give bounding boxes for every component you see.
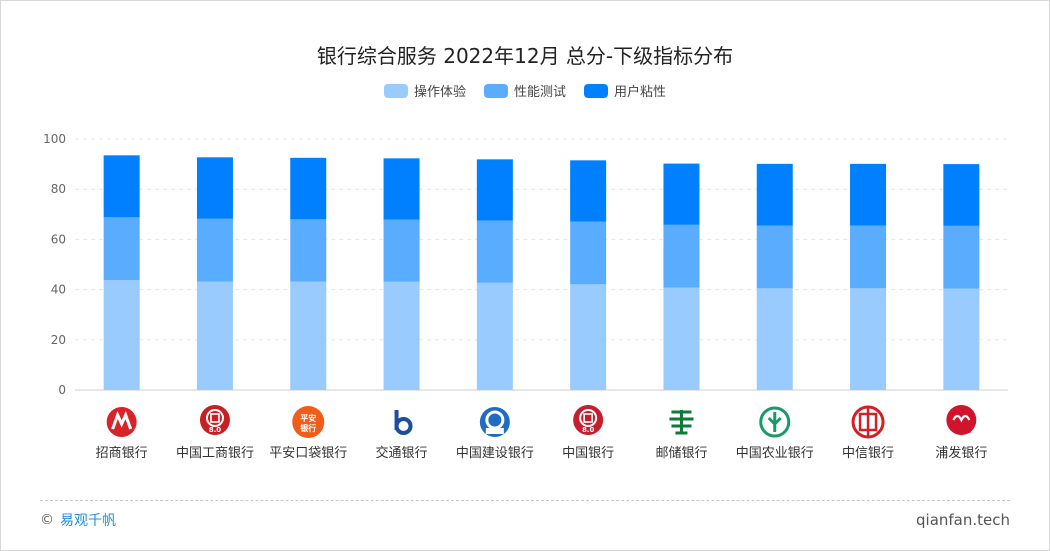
bar-segment-1 [756,288,793,390]
x-category-label: 中信银行 [842,446,894,461]
legend-item-用户粘性[interactable]: 用户粘性 [584,81,666,100]
chart-title: 银行综合服务 2022年12月 总分-下级指标分布 [316,44,734,68]
svg-text:8.0: 8.0 [209,426,222,434]
bar-segment-3 [290,157,327,220]
bar-segment-2 [103,217,140,281]
bar-segment-2 [383,219,420,282]
ccb-logo-icon [479,407,510,437]
legend-item-性能测试[interactable]: 性能测试 [483,81,566,100]
y-tick-label: 100 [43,132,66,146]
bar-segment-2 [756,225,793,289]
bar-segment-1 [290,281,327,390]
bar-segment-3 [756,163,793,226]
bar-segment-2 [570,221,607,285]
svg-text:8.0: 8.0 [582,426,595,434]
chart-legend: 操作体验 性能测试 用户粘性 [0,81,1050,100]
bar-segment-1 [943,288,980,390]
bar-segment-3 [943,164,980,226]
boc-logo-icon: 8.0 [573,405,604,435]
x-category-label: 招商银行 [96,446,148,461]
footer-brand: © 易观千帆 [40,510,116,530]
legend-label: 用户粘性 [614,85,667,100]
svg-text:银行: 银行 [299,423,316,433]
y-tick-label: 60 [51,232,66,246]
icbc-logo-icon: 8.0 [199,405,230,435]
bar-segment-2 [290,219,327,282]
bar-segment-3 [383,158,420,220]
bar-segment-1 [383,281,420,390]
bar-segment-2 [850,225,887,289]
abc-logo-icon [759,406,791,438]
legend-swatch [483,83,508,98]
x-category-label: 浦发银行 [935,445,987,461]
bar-segment-1 [663,287,700,390]
bar-segment-2 [663,224,700,288]
bar-segment-1 [476,282,513,390]
bar-segment-3 [570,160,607,222]
footer-divider [40,500,1010,501]
x-category-label: 平安口袋银行 [269,446,347,461]
legend-label: 性能测试 [513,85,566,100]
bocom-logo-icon [386,407,417,437]
y-tick-label: 40 [51,283,66,297]
bar-segment-2 [943,225,980,289]
svg-text:平安: 平安 [300,413,316,423]
y-tick-label: 80 [51,182,66,196]
spdb-logo-icon: 8.0 [946,405,977,435]
legend-label: 操作体验 [413,85,466,100]
bar-segment-1 [850,288,887,390]
footer-site: qianfan.tech [916,511,1010,529]
bar-segment-2 [476,220,513,283]
bar-segment-3 [850,163,887,226]
bar-segment-2 [196,218,233,282]
y-tick-label: 20 [51,333,66,347]
svg-text:8.0: 8.0 [959,427,972,435]
x-category-label: 交通银行 [376,445,428,461]
bar-segment-1 [103,280,140,390]
bar-segment-3 [103,155,140,218]
x-category-label: 中国银行 [562,446,614,461]
bar-segment-3 [196,157,233,219]
x-category-label: 中国建设银行 [456,446,534,461]
bar-segment-3 [663,163,700,225]
citic-logo-icon [851,405,885,439]
x-category-label: 邮储银行 [655,446,707,461]
cmb-logo-icon [106,407,137,437]
copyright-icon: © [40,512,54,528]
x-category-label: 中国农业银行 [736,446,814,461]
bar-segment-3 [476,159,513,221]
brand-name: 易观千帆 [60,513,116,529]
y-tick-label: 0 [58,383,66,397]
legend-swatch [584,83,608,98]
bar-segment-1 [196,281,233,390]
legend-item-操作体验[interactable]: 操作体验 [383,81,466,100]
x-category-label: 中国工商银行 [176,446,254,461]
psbc-logo-icon [669,410,694,435]
bar-segment-1 [570,284,607,390]
legend-swatch [383,83,408,98]
